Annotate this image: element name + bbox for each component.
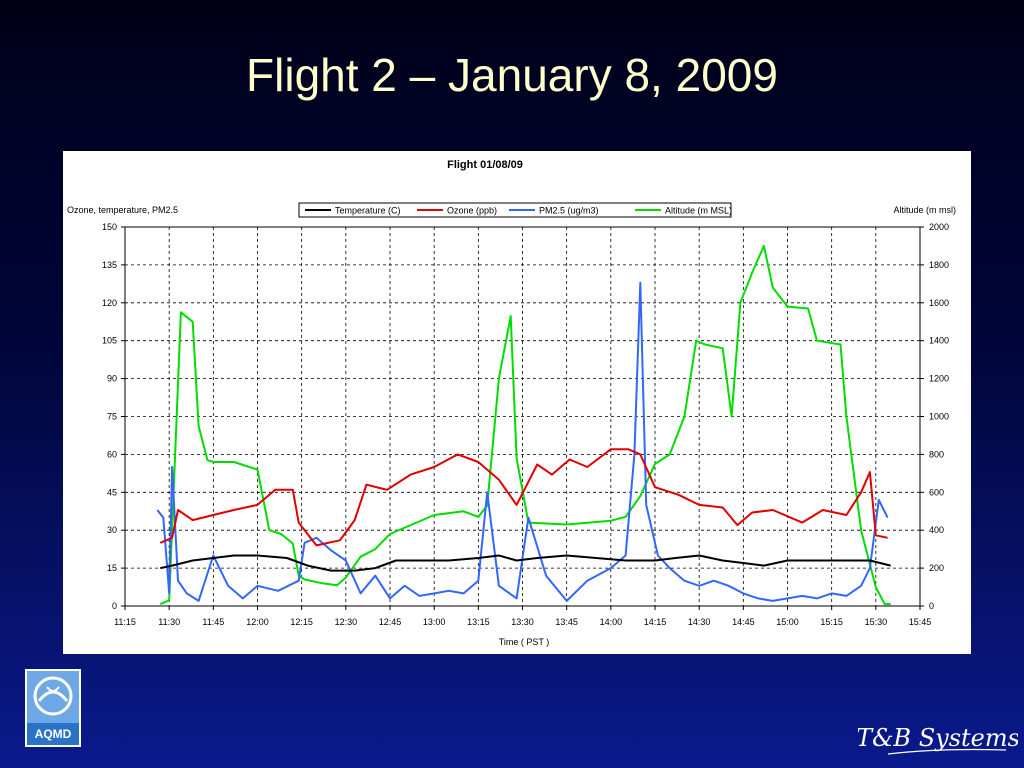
y2-tick-label: 1600 bbox=[929, 298, 949, 308]
legend-label: PM2.5 (ug/m3) bbox=[539, 206, 599, 216]
chart-panel: Flight 01/08/09 Ozone, temperature, PM2.… bbox=[63, 151, 971, 654]
x-tick-label: 12:30 bbox=[335, 617, 358, 627]
y2-tick-label: 1200 bbox=[929, 374, 949, 384]
axes: 11:15 11:30 11:45 12:00 12:15 12:30 12:45 13:00… bbox=[102, 222, 949, 627]
x-tick-label: 13:45 bbox=[555, 617, 578, 627]
x-tick-label: 11:30 bbox=[158, 617, 180, 627]
y2-tick-label: 400 bbox=[929, 525, 944, 535]
y-tick-label: 60 bbox=[107, 449, 117, 459]
tb-systems-logo: T&B Systems bbox=[858, 724, 1018, 755]
y-tick-label: 135 bbox=[102, 260, 117, 270]
aqmd-logo: AQMD bbox=[25, 669, 81, 747]
y2-tick-label: 2000 bbox=[929, 222, 949, 232]
y-tick-label: 15 bbox=[107, 563, 117, 573]
x-tick-label: 15:00 bbox=[776, 617, 799, 627]
y2-tick-label: 600 bbox=[929, 487, 944, 497]
legend-label: Altitude (m MSL) bbox=[665, 206, 732, 216]
x-tick-label: 12:45 bbox=[379, 617, 402, 627]
x-tick-label: 14:45 bbox=[732, 617, 755, 627]
x-axis-label: Time ( PST ) bbox=[499, 637, 550, 647]
flight-chart: Flight 01/08/09 Ozone, temperature, PM2.… bbox=[67, 159, 956, 647]
y-tick-label: 75 bbox=[107, 412, 117, 422]
legend: Temperature (C) Ozone (ppb) PM2.5 (ug/m3) A… bbox=[298, 202, 732, 218]
y2-axis-label: Altitude (m msl) bbox=[893, 205, 956, 215]
x-tick-label: 14:30 bbox=[688, 617, 711, 627]
y-tick-label: 105 bbox=[102, 336, 117, 346]
y2-tick-label: 1400 bbox=[929, 336, 949, 346]
series-line-ozone bbox=[159, 448, 888, 547]
y-tick-label: 120 bbox=[102, 298, 117, 308]
y2-tick-label: 200 bbox=[929, 563, 944, 573]
x-tick-label: 15:30 bbox=[865, 617, 888, 627]
series-line-pm25 bbox=[156, 281, 889, 602]
y-axis-label: Ozone, temperature, PM2.5 bbox=[67, 205, 178, 215]
x-tick-label: 14:15 bbox=[644, 617, 667, 627]
y-tick-label: 150 bbox=[102, 222, 117, 232]
y-tick-label: 30 bbox=[107, 525, 117, 535]
series-lines bbox=[156, 244, 891, 606]
y-tick-label: 90 bbox=[107, 374, 117, 384]
legend-label: Ozone (ppb) bbox=[447, 206, 497, 216]
x-tick-label: 14:00 bbox=[600, 617, 623, 627]
x-tick-label: 13:00 bbox=[423, 617, 446, 627]
tb-systems-logo-text: T&B Systems bbox=[858, 724, 1018, 752]
x-tick-label: 12:00 bbox=[246, 617, 269, 627]
chart-title: Flight 01/08/09 bbox=[447, 159, 523, 171]
series-line-altitude bbox=[159, 244, 891, 606]
series-line-temperature bbox=[160, 554, 891, 572]
y2-tick-label: 0 bbox=[929, 601, 934, 611]
y2-tick-label: 800 bbox=[929, 449, 944, 459]
x-tick-label: 13:15 bbox=[467, 617, 490, 627]
y2-tick-label: 1800 bbox=[929, 260, 949, 270]
x-tick-label: 15:45 bbox=[909, 617, 932, 627]
slide-title: Flight 2 – January 8, 2009 bbox=[246, 49, 778, 101]
y-tick-label: 0 bbox=[112, 601, 117, 611]
x-tick-label: 11:45 bbox=[202, 617, 224, 627]
x-tick-label: 11:15 bbox=[114, 617, 136, 627]
legend-label: Temperature (C) bbox=[335, 206, 401, 216]
x-tick-label: 12:15 bbox=[290, 617, 313, 627]
x-tick-label: 13:30 bbox=[511, 617, 534, 627]
grid bbox=[125, 227, 920, 606]
y-tick-label: 45 bbox=[107, 487, 117, 497]
y2-tick-label: 1000 bbox=[929, 412, 949, 422]
aqmd-logo-text: AQMD bbox=[35, 727, 72, 741]
x-tick-label: 15:15 bbox=[820, 617, 843, 627]
